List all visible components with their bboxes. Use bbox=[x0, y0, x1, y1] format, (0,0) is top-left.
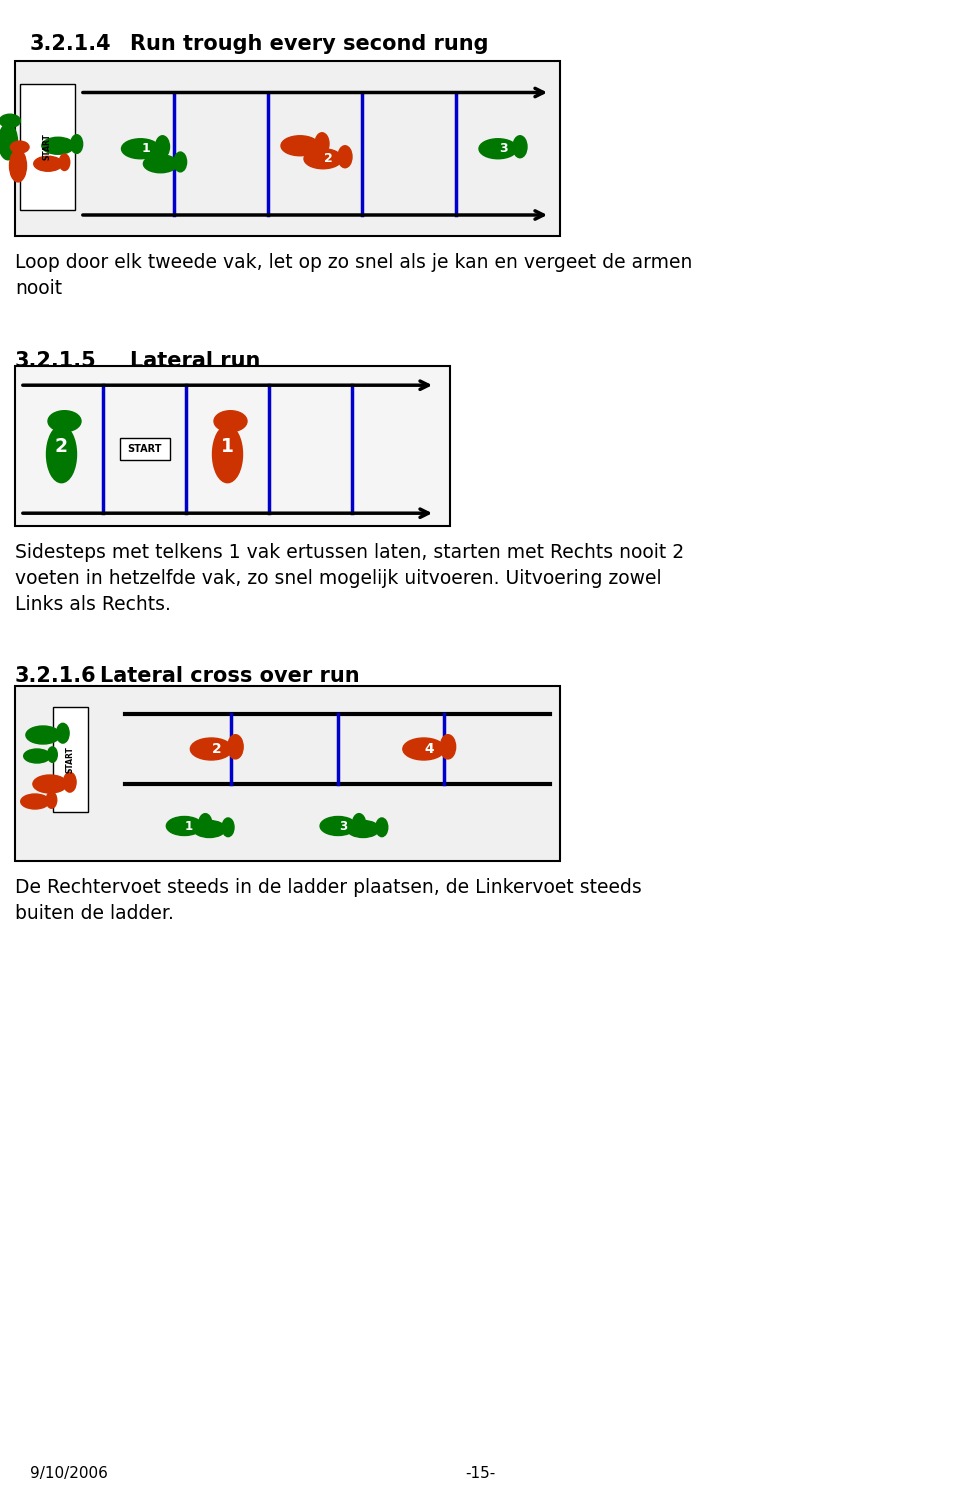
Text: Sidesteps met telkens 1 vak ertussen laten, starten met Rechts nooit 2: Sidesteps met telkens 1 vak ertussen lat… bbox=[15, 542, 684, 562]
Text: 9/10/2006: 9/10/2006 bbox=[30, 1466, 108, 1481]
Ellipse shape bbox=[281, 136, 319, 156]
Text: voeten in hetzelfde vak, zo snel mogelijk uitvoeren. Uitvoering zowel: voeten in hetzelfde vak, zo snel mogelij… bbox=[15, 570, 661, 588]
Ellipse shape bbox=[34, 156, 62, 171]
Text: Lateral run: Lateral run bbox=[130, 351, 260, 372]
Ellipse shape bbox=[479, 139, 517, 159]
Text: buiten de ladder.: buiten de ladder. bbox=[15, 904, 174, 923]
Ellipse shape bbox=[21, 793, 49, 808]
Ellipse shape bbox=[26, 725, 60, 743]
Ellipse shape bbox=[10, 150, 27, 181]
Text: De Rechtervoet steeds in de ladder plaatsen, de Linkervoet steeds: De Rechtervoet steeds in de ladder plaat… bbox=[15, 878, 641, 898]
Ellipse shape bbox=[143, 154, 178, 172]
Text: Loop door elk tweede vak, let op zo snel als je kan en vergeet de armen: Loop door elk tweede vak, let op zo snel… bbox=[15, 252, 692, 272]
Bar bbox=[20, 83, 75, 210]
Text: Run trough every second rung: Run trough every second rung bbox=[130, 35, 489, 54]
Ellipse shape bbox=[190, 737, 232, 760]
Ellipse shape bbox=[63, 772, 76, 792]
Text: 2: 2 bbox=[324, 153, 332, 165]
Ellipse shape bbox=[33, 775, 67, 793]
Ellipse shape bbox=[11, 141, 29, 153]
Ellipse shape bbox=[441, 734, 456, 759]
Ellipse shape bbox=[0, 115, 20, 127]
Ellipse shape bbox=[214, 411, 247, 432]
Text: 3: 3 bbox=[498, 142, 507, 156]
Ellipse shape bbox=[47, 746, 58, 763]
Ellipse shape bbox=[193, 820, 226, 837]
Text: 3.2.1.4: 3.2.1.4 bbox=[30, 35, 111, 54]
Ellipse shape bbox=[376, 817, 388, 837]
Ellipse shape bbox=[338, 145, 352, 168]
Bar bbox=[119, 438, 170, 461]
Text: Links als Rechts.: Links als Rechts. bbox=[15, 595, 171, 613]
Bar bbox=[53, 707, 87, 811]
Ellipse shape bbox=[199, 813, 212, 834]
Ellipse shape bbox=[315, 133, 329, 154]
Ellipse shape bbox=[174, 153, 186, 172]
Ellipse shape bbox=[304, 148, 342, 169]
Text: 4: 4 bbox=[424, 742, 434, 756]
Ellipse shape bbox=[42, 138, 74, 154]
Ellipse shape bbox=[24, 749, 50, 763]
Ellipse shape bbox=[48, 411, 81, 432]
Ellipse shape bbox=[46, 792, 57, 808]
Ellipse shape bbox=[212, 426, 243, 482]
Ellipse shape bbox=[60, 154, 70, 171]
Ellipse shape bbox=[228, 734, 243, 759]
Ellipse shape bbox=[71, 134, 83, 154]
Text: Lateral cross over run: Lateral cross over run bbox=[100, 666, 360, 686]
Text: 1: 1 bbox=[185, 819, 193, 833]
Ellipse shape bbox=[166, 816, 203, 836]
Ellipse shape bbox=[403, 737, 444, 760]
Text: 3.2.1.5: 3.2.1.5 bbox=[15, 351, 97, 372]
Ellipse shape bbox=[352, 813, 366, 834]
Ellipse shape bbox=[513, 136, 527, 157]
Text: START: START bbox=[65, 746, 75, 774]
Bar bbox=[15, 686, 560, 861]
Text: 3: 3 bbox=[339, 819, 347, 833]
Text: 1: 1 bbox=[221, 437, 234, 456]
Ellipse shape bbox=[46, 426, 77, 482]
Ellipse shape bbox=[122, 139, 159, 159]
Ellipse shape bbox=[320, 816, 356, 836]
Text: 2: 2 bbox=[55, 437, 68, 456]
Bar bbox=[15, 60, 560, 236]
Ellipse shape bbox=[0, 124, 17, 160]
Ellipse shape bbox=[57, 724, 69, 743]
Ellipse shape bbox=[347, 820, 379, 837]
Ellipse shape bbox=[156, 136, 170, 157]
Text: START: START bbox=[128, 444, 161, 455]
Ellipse shape bbox=[222, 817, 234, 837]
Text: 2: 2 bbox=[212, 742, 222, 756]
Text: 1: 1 bbox=[141, 142, 150, 156]
Text: START: START bbox=[43, 133, 52, 160]
Text: 3.2.1.6: 3.2.1.6 bbox=[15, 666, 97, 686]
Text: -15-: -15- bbox=[465, 1466, 495, 1481]
Bar bbox=[15, 366, 450, 526]
Text: nooit: nooit bbox=[15, 280, 62, 298]
